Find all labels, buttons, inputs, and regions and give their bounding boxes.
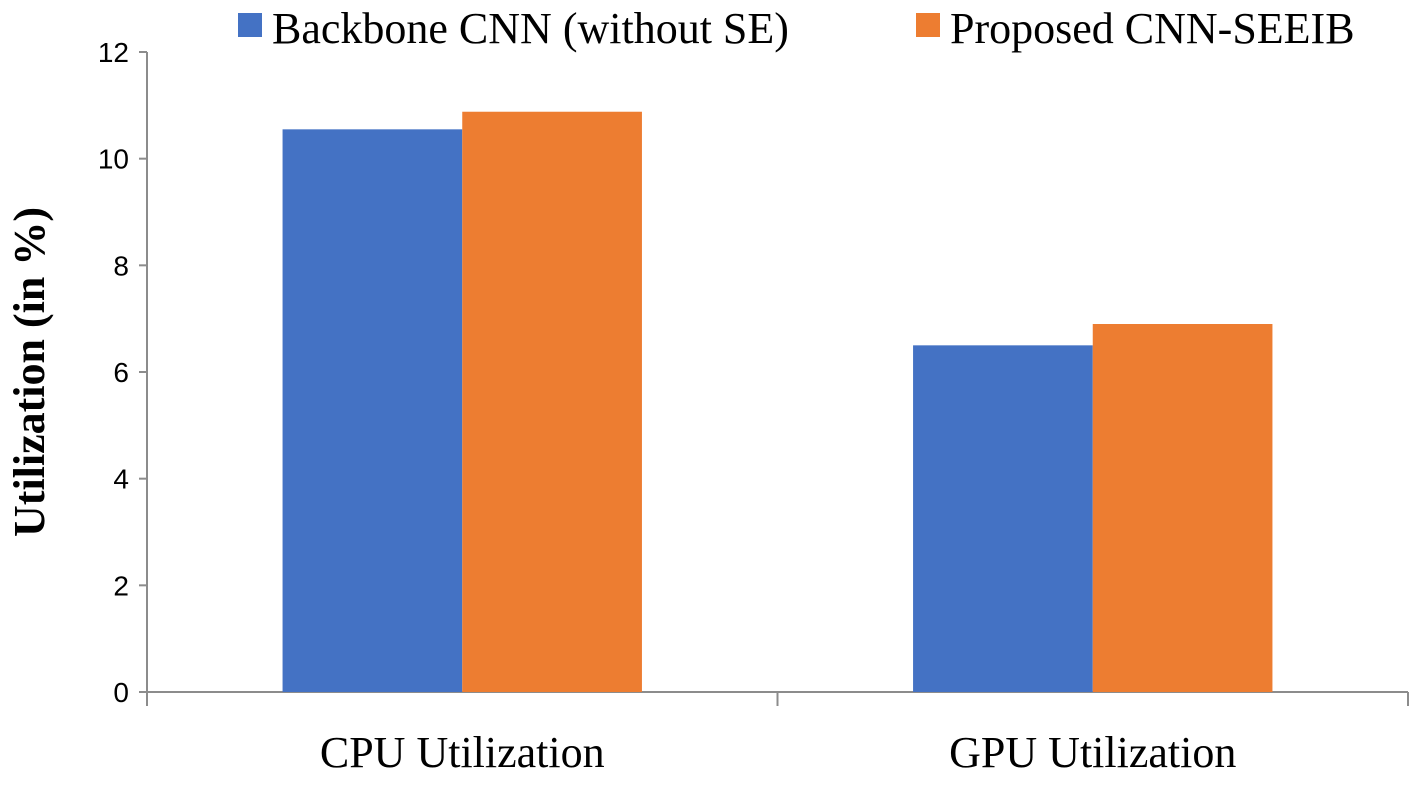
y-tick-label: 4 (113, 464, 129, 495)
y-tick-label: 2 (113, 570, 129, 601)
y-tick-label: 12 (98, 37, 129, 68)
category-label: GPU Utilization (949, 728, 1236, 777)
legend-swatch-proposed (916, 13, 940, 37)
legend-label-proposed: Proposed CNN-SEEIB (950, 4, 1355, 53)
bar-backbone-cpu (282, 129, 463, 693)
bars (282, 111, 1273, 693)
y-tick-label: 10 (98, 144, 129, 175)
x-axis-ticks (146, 692, 1409, 706)
legend-swatch-backbone (238, 13, 262, 37)
bar-backbone-gpu (913, 345, 1093, 692)
y-tick-label: 8 (113, 250, 129, 281)
y-axis-ticks: 0 2 4 6 8 10 12 (98, 37, 147, 708)
bar-proposed-gpu (1092, 324, 1273, 692)
legend: Backbone CNN (without SE) Proposed CNN-S… (238, 4, 1355, 53)
y-tick-label: 6 (113, 357, 129, 388)
bar-proposed-cpu (462, 111, 642, 692)
legend-label-backbone: Backbone CNN (without SE) (272, 4, 789, 53)
y-tick-label: 0 (113, 677, 129, 708)
y-axis-title: Utilization (in %) (5, 207, 54, 537)
category-label: CPU Utilization (320, 728, 605, 777)
category-labels: CPU Utilization GPU Utilization (320, 728, 1236, 777)
